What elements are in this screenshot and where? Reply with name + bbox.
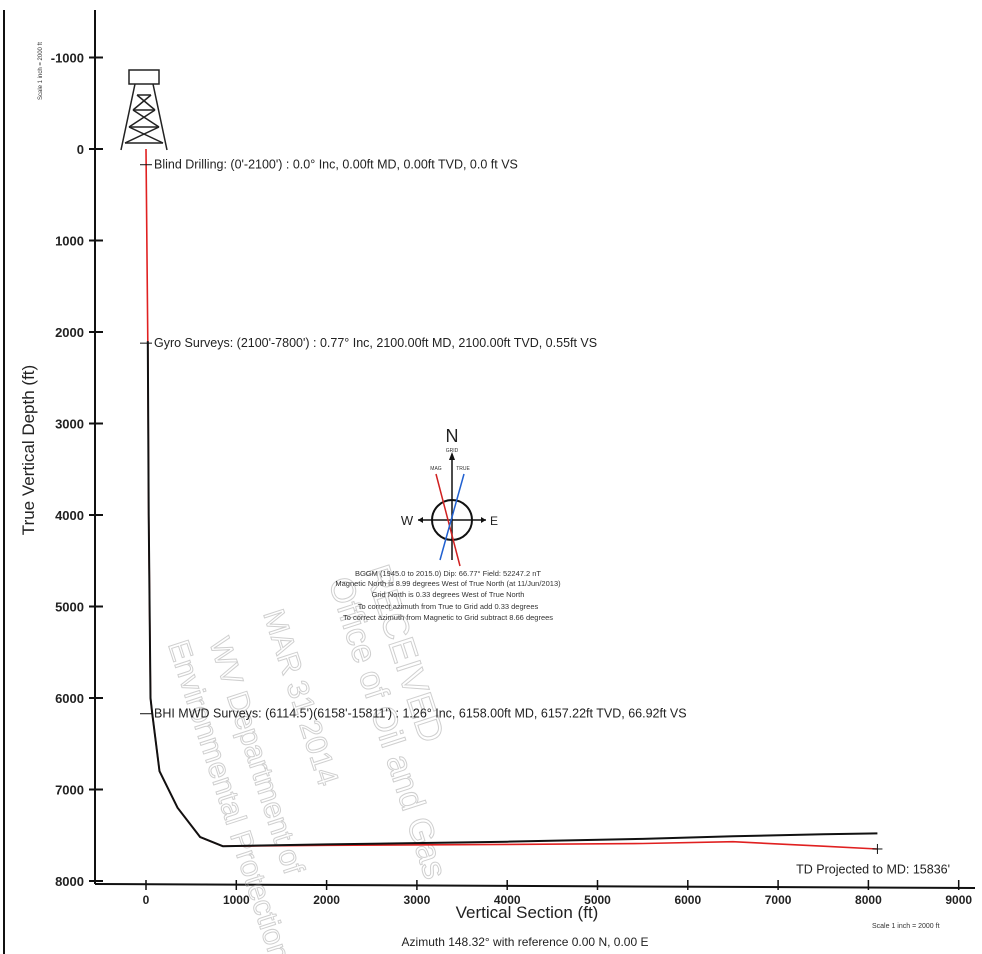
scale-note-top: Scale 1 inch = 2000 ft [38,42,44,100]
magnetic-note-1: BGGM (1945.0 to 2015.0) Dip: 66.77° Fiel… [355,569,541,578]
north-label: N [446,426,459,446]
north-arrow: N GRID MAG TRUE W E BGGM (1945.0 to 2015… [335,426,561,622]
x-tick-label-8: 8000 [855,893,882,907]
x-tick-label-3: 3000 [404,893,431,907]
mwd-surveys-note: BHI MWD Surveys: (6114.5')(6158'-15811')… [154,707,687,721]
magnetic-north-line [435,473,461,567]
true-label: TRUE [456,466,470,472]
west-arrowhead [418,517,423,523]
derrick-icon [120,69,168,151]
x-tick-label-1: 1000 [223,893,250,907]
magnetic-note-2: Magnetic North is 8.99 degrees West of T… [335,579,561,588]
magnetic-note-5: To correct azimuth from Magnetic to Grid… [343,613,553,622]
y-axis-title: True Vertical Depth (ft) [19,365,38,535]
y-tick-label-0: -1000 [51,51,84,66]
north-arrowhead [449,452,455,460]
scale-note-bottom: Scale 1 inch = 2000 ft [872,923,940,930]
x-axis-title: Vertical Section (ft) [456,903,599,922]
x-tick-label-4: 4000 [494,893,521,907]
magnetic-note-4: To correct azimuth from True to Grid add… [358,602,539,611]
gyro-surveys-note: Gyro Surveys: (2100'-7800') : 0.77° Inc,… [154,336,597,350]
magnetic-note-3: Grid North is 0.33 degrees West of True … [372,590,525,599]
east-arrowhead [481,517,486,523]
mag-label: MAG [430,466,442,472]
x-axis-ticks: 0 1000 2000 3000 4000 5000 6000 7000 8000 9000 [143,880,972,907]
annotation-layer: Blind Drilling: (0'-2100') : 0.0° Inc, 0… [140,158,950,876]
y-tick-label-9: 8000 [55,874,84,889]
y-tick-label-1: 0 [77,142,84,157]
td-projected-note: TD Projected to MD: 15836' [796,862,950,876]
blind-drilling-note: Blind Drilling: (0'-2100') : 0.0° Inc, 0… [154,158,518,172]
y-tick-label-4: 3000 [55,417,84,432]
x-tick-label-7: 7000 [765,893,792,907]
x-tick-label-2: 2000 [313,893,340,907]
y-tick-label-3: 2000 [55,325,84,340]
series-layer [145,148,878,850]
west-label: W [401,513,414,528]
y-axis-ticks: -1000 0 1000 2000 3000 4000 5000 6000 7000 8000 [51,51,103,889]
y-tick-label-8: 7000 [55,783,84,798]
x-tick-label-5: 5000 [584,893,611,907]
grid-label: GRID [446,448,459,454]
x-tick-label-0: 0 [143,893,150,907]
east-label: E [490,514,498,528]
true-north-line [439,473,465,561]
y-tick-label-6: 5000 [55,600,84,615]
y-tick-label-5: 4000 [55,508,84,523]
x-tick-label-9: 9000 [945,893,972,907]
x-axis-line [94,883,976,889]
y-tick-label-7: 6000 [55,691,84,706]
azimuth-note: Azimuth 148.32° with reference 0.00 N, 0… [402,935,649,949]
x-tick-label-6: 6000 [674,893,701,907]
y-tick-label-2: 1000 [55,234,84,249]
well-path-series-1 [146,341,878,848]
